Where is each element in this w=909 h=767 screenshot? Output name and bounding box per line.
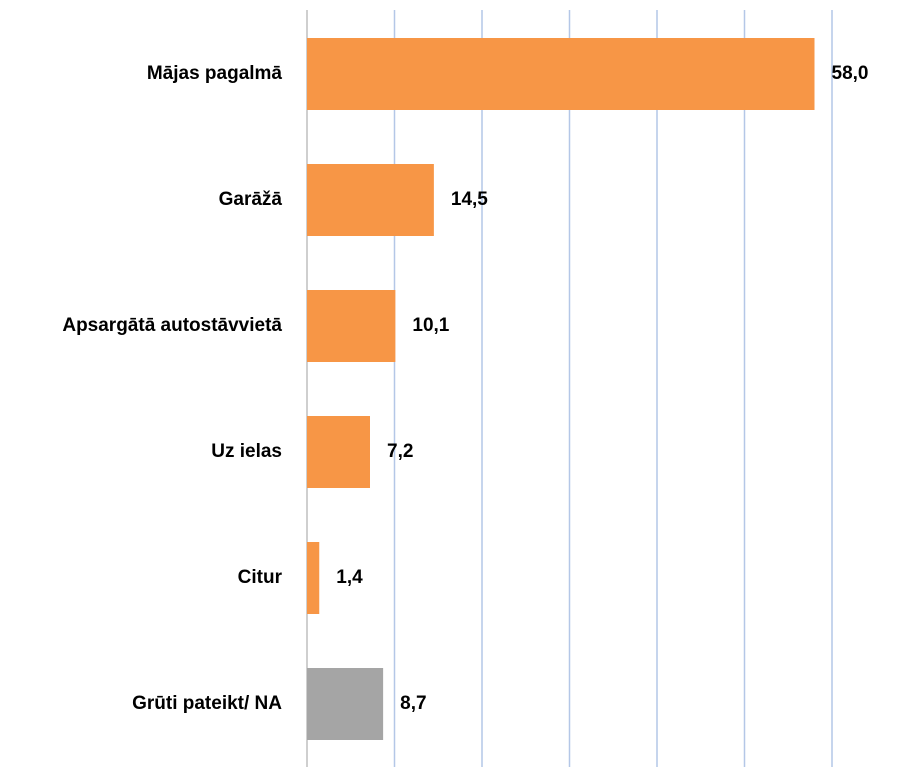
bar	[307, 290, 396, 362]
bar	[307, 416, 370, 488]
bar	[307, 38, 815, 110]
bar	[307, 668, 384, 740]
category-label: Citur	[238, 567, 283, 588]
value-label: 14,5	[451, 189, 488, 210]
value-label: 58,0	[832, 63, 869, 84]
value-label: 7,2	[387, 441, 413, 462]
value-label: 10,1	[412, 315, 449, 336]
category-label: Mājas pagalmā	[147, 63, 283, 84]
category-label: Apsargātā autostāvvietā	[62, 315, 282, 336]
value-label: 8,7	[400, 693, 426, 714]
bar	[307, 542, 320, 614]
category-label: Uz ielas	[211, 441, 282, 462]
category-label: Garāžā	[219, 189, 283, 210]
bar	[307, 164, 434, 236]
category-label: Grūti pateikt/ NA	[132, 693, 282, 714]
value-label: 1,4	[336, 567, 363, 588]
